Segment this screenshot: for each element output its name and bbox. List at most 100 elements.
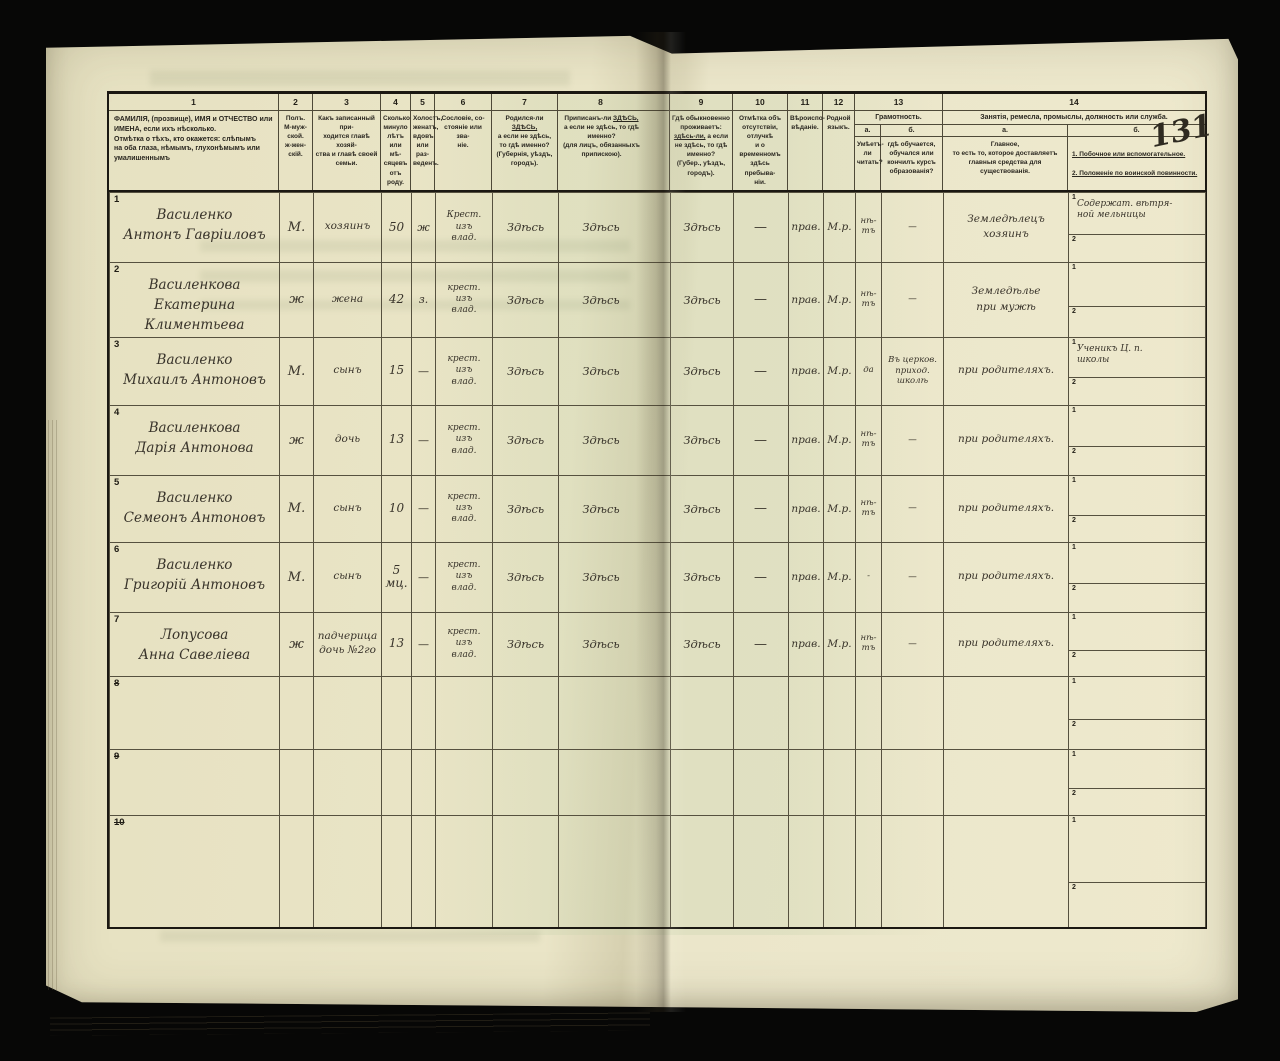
- column-number: 5: [411, 94, 434, 111]
- cell-education-place: [881, 748, 944, 816]
- column-number: 6: [435, 94, 491, 111]
- table-row: 8 1: [109, 675, 1206, 750]
- cell-absence-note: —: [733, 336, 789, 406]
- cell-education-place: —: [881, 474, 944, 543]
- cell-name: 8: [109, 675, 280, 750]
- title-emphasis: ЗДѢСЬ,: [613, 115, 639, 122]
- cell-registered-here: [558, 814, 671, 927]
- cell-main-occupation: при родителяхъ.: [943, 611, 1069, 677]
- table-row: 2 Василенкова Екатерина Климентьева ж же…: [109, 261, 1206, 338]
- military-status-text: [1070, 584, 1205, 590]
- cell-resides-here: Здѣсь: [670, 261, 734, 338]
- cell-name: 3 Василенко Михаилъ Антоновъ: [109, 336, 280, 406]
- column-header-12: 12 Родной языкъ.: [823, 94, 855, 190]
- column-title: Приписанъ-ли ЗДѢСЬ, а если не здѣсь, то …: [558, 111, 669, 190]
- cell-born-here: Здѣсь: [492, 336, 559, 406]
- cell-native-language: [823, 675, 856, 750]
- cell-estate: крест. изъ влад.: [435, 261, 493, 338]
- cell-religion: прав.: [788, 404, 824, 476]
- title-emphasis: ЗДѢСЬ,: [511, 124, 538, 132]
- column-header-14-occupation: 14 Занятія, ремесла, промыслы, должность…: [943, 94, 1205, 190]
- cell-resides-here: Здѣсь: [670, 404, 734, 476]
- side-sub-marker: 2: [1072, 883, 1076, 891]
- cell-side-occupation: 1 2: [1068, 611, 1206, 677]
- cell-relation: [313, 748, 382, 816]
- column-number: 1: [109, 94, 278, 111]
- cell-absence-note: —: [733, 541, 789, 613]
- cell-education-place: Въ церков. приход. школѣ: [881, 336, 944, 406]
- cell-literacy: [855, 748, 882, 816]
- cell-resides-here: [670, 748, 734, 816]
- side-sub-marker: 1: [1072, 677, 1076, 685]
- person-name: Василенко Григорій Антоновъ: [123, 556, 266, 593]
- military-status-text: [1070, 307, 1205, 313]
- cell-native-language: М.р.: [823, 541, 856, 613]
- cell-estate: [435, 748, 493, 816]
- cell-registered-here: [558, 748, 671, 816]
- column-header-3: 3 Какъ записанный при- ходится главѣ хоз…: [313, 94, 381, 190]
- cell-sex: ж: [279, 611, 314, 677]
- row-number: 5: [114, 476, 120, 488]
- literacy-subcolumn-a: а. Умѣетъ- ли читать?: [855, 125, 884, 190]
- military-status-sub2: 2: [1070, 378, 1205, 404]
- cell-native-language: М.р.: [823, 611, 856, 677]
- column-number: 13: [855, 94, 942, 111]
- cell-age: 10: [381, 474, 412, 543]
- cell-absence-note: [733, 748, 789, 816]
- side-occupation-text: Ученикъ Ц. п. школы: [1077, 343, 1143, 366]
- title-text: а если не здѣсь, то гдѣ именно? (Губерні…: [496, 133, 553, 168]
- cell-name: 5 Василенко Семеонъ Антоновъ: [109, 474, 280, 543]
- cell-relation: дочь: [313, 404, 382, 476]
- side-occupation-sub1: 1 Содержат. вѣтря- ной мельницы: [1069, 193, 1205, 235]
- row-number: 2: [114, 263, 120, 275]
- cell-born-here: [492, 814, 559, 927]
- side-sub-marker: 1: [1072, 750, 1076, 758]
- cell-religion: [788, 675, 824, 750]
- military-status-text: [1070, 235, 1205, 241]
- cell-estate: крест. изъ влад.: [435, 404, 493, 476]
- side-occupation-text: [1070, 613, 1205, 619]
- cell-education-place: —: [881, 611, 944, 677]
- column-header-10: 10 Отмѣтка объ отсутствіи, отлучкѣ и о в…: [733, 94, 788, 190]
- side-occupation-sub1: 1: [1069, 543, 1205, 585]
- cell-marital-status: —: [411, 474, 436, 543]
- stacked-page-edges: [49, 1012, 651, 1036]
- cell-age: [381, 675, 412, 750]
- cell-side-occupation: 1 2: [1068, 474, 1206, 543]
- cell-literacy: [855, 814, 882, 927]
- side-sub-marker: 2: [1072, 235, 1076, 243]
- table-row: 1 Василенко Антонъ Гавріиловъ М. хозяинъ…: [109, 191, 1206, 263]
- column-number: 3: [313, 94, 380, 111]
- cell-resides-here: Здѣсь: [670, 336, 734, 406]
- cell-sex: [279, 675, 314, 750]
- row-number: 8: [114, 677, 120, 689]
- column-title: Сколько минуло лѣтъ или мѣ- сяцевъ отъ р…: [383, 115, 410, 186]
- cell-religion: прав.: [788, 611, 824, 677]
- cell-education-place: [881, 675, 944, 750]
- census-rows: 1 Василенко Антонъ Гавріиловъ М. хозяинъ…: [109, 191, 1206, 927]
- subcolumn-item-1: 1. Побочное или вспомогательное.: [1072, 151, 1186, 158]
- side-occupation-text: [1070, 263, 1205, 269]
- column-number: 4: [381, 94, 410, 111]
- person-name: Лопусова Анна Савеліева: [138, 626, 251, 663]
- cell-sex: М.: [279, 474, 314, 543]
- row-number: 4: [114, 406, 120, 418]
- cell-religion: прав.: [788, 261, 824, 338]
- military-status-text: [1070, 789, 1205, 795]
- cell-born-here: Здѣсь: [492, 541, 559, 613]
- column-header-9: 9 Гдѣ обыкновенно проживаетъ: здѣсь-ли, …: [670, 94, 733, 190]
- cell-absence-note: —: [733, 474, 789, 543]
- cell-literacy: да: [855, 336, 882, 406]
- cell-estate: крест. изъ влад.: [435, 474, 493, 543]
- row-number: 3: [114, 338, 120, 350]
- cell-relation: сынъ: [313, 474, 382, 543]
- side-occupation-text: Содержат. вѣтря- ной мельницы: [1077, 198, 1173, 221]
- side-occupation-text: [1070, 406, 1205, 412]
- column-number: 11: [788, 94, 822, 111]
- column-number: 10: [733, 94, 787, 111]
- military-status-sub2: 2: [1070, 516, 1205, 542]
- cell-estate: [435, 675, 493, 750]
- column-header-2: 2 Полъ. М-муж- ской. ж-жен- скій.: [279, 94, 313, 190]
- cell-main-occupation: [943, 814, 1069, 927]
